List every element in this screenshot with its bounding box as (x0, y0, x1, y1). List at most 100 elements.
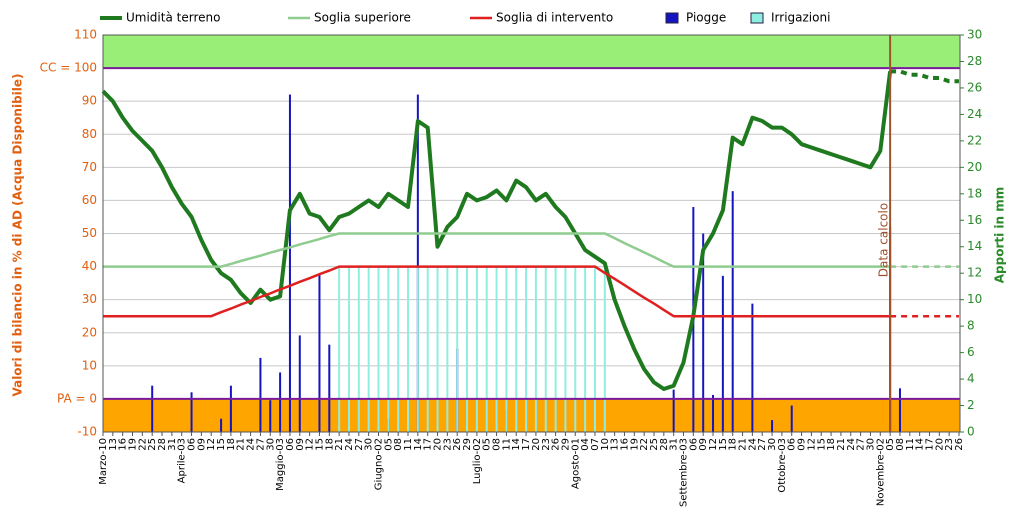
x-tick-label: 13 (108, 438, 119, 451)
bar (151, 385, 154, 432)
x-tick-label: 11 (905, 438, 916, 451)
bar (593, 266, 596, 432)
line (101, 71, 893, 391)
y2-tick-label: 12 (967, 266, 982, 280)
x-tick-label: 29 (560, 438, 571, 451)
x-tick-label: 27 (354, 438, 365, 451)
x-tick-label: 30 (865, 438, 876, 451)
x-tick-label: 24 (344, 438, 355, 451)
x-tick-label: 21 (738, 438, 749, 451)
x-tick-label: 21 (236, 438, 247, 451)
bar (357, 266, 360, 432)
bar (544, 266, 547, 432)
y-tick-label: 90 (82, 94, 97, 108)
x-tick-label: 22 (137, 438, 148, 451)
bar (515, 266, 518, 432)
x-tick-label: 30 (265, 438, 276, 451)
bar (898, 388, 901, 432)
plot-frame (102, 34, 961, 433)
x-tick-label: 14 (413, 438, 424, 451)
x-tick-label: 12 (708, 438, 719, 451)
y2-tick-label: 18 (967, 186, 982, 200)
x-tick-label: 05 (482, 438, 493, 451)
bar (751, 303, 754, 432)
annotation-text: Data calcolo (877, 203, 891, 277)
x-tick-label: 21 (836, 438, 847, 451)
x-tick-label: 27 (856, 438, 867, 451)
bar (397, 266, 400, 432)
x-tick-label: 06 (787, 438, 798, 451)
bar (603, 266, 606, 432)
x-tick-label: 16 (619, 438, 630, 451)
x-tick-label: 13 (610, 438, 621, 451)
x-tick-label: 30 (364, 438, 375, 451)
x-tick-label: 15 (718, 438, 729, 451)
y-tick-label: -10 (77, 425, 97, 439)
bar (288, 94, 291, 433)
y2-tick-label: 24 (967, 107, 982, 121)
bar (564, 266, 567, 432)
y2-tick-label: 16 (967, 213, 982, 227)
y2-axis-title: Apporti in mm (993, 187, 1007, 284)
x-tick-label: 26 (452, 438, 463, 451)
x-tick-label: 26 (551, 438, 562, 451)
line (103, 232, 891, 268)
x-tick-label: 21 (334, 438, 345, 451)
y2-tick-label: 2 (967, 398, 975, 412)
x-tick-label: 07 (590, 438, 601, 451)
y2-tick-label: 4 (967, 372, 975, 386)
legend-swatch (665, 12, 679, 24)
bar (279, 372, 282, 432)
bar (190, 392, 193, 432)
bar (574, 266, 577, 432)
x-tick-label: 19 (128, 438, 139, 451)
legend-label: Piogge (686, 11, 726, 25)
x-tick-label: 20 (531, 438, 542, 451)
x-tick-label: 18 (826, 438, 837, 451)
y2-tick-label: 26 (967, 80, 982, 94)
x-tick-label: 09 (698, 438, 709, 451)
y2-tick-label: 28 (967, 54, 982, 68)
bar (436, 266, 439, 432)
x-tick-label: 04 (580, 438, 591, 451)
bar (475, 266, 478, 432)
x-tick-label: 17 (924, 438, 935, 451)
bar (367, 266, 370, 432)
x-tick-label: 11 (501, 438, 512, 451)
x-tick-label: 18 (324, 438, 335, 451)
x-tick-label: 06 (187, 438, 198, 451)
y-tick-label: 20 (82, 325, 97, 339)
bar (702, 233, 705, 432)
x-tick-label: 12 (206, 438, 217, 451)
bar (712, 394, 715, 432)
x-tick-label: 12 (305, 438, 316, 451)
y-tick-label: 30 (82, 292, 97, 306)
x-tick-label: Novembre-02 (875, 438, 886, 506)
x-tick-label: 09 (196, 438, 207, 451)
y-tick-label: PA = 0 (57, 391, 97, 405)
x-tick-label: 26 (954, 438, 965, 451)
legend-label: Umidità terreno (126, 11, 220, 25)
y2-tick-label: 20 (967, 160, 982, 174)
bar (377, 266, 380, 432)
x-tick-label: 22 (639, 438, 650, 451)
x-tick-label: 17 (521, 438, 532, 451)
y-tick-label: 110 (74, 28, 97, 42)
line (103, 265, 891, 318)
bar (505, 266, 508, 432)
x-tick-label: 16 (118, 438, 129, 451)
x-tick-label: 10 (600, 438, 611, 451)
bar (554, 266, 557, 432)
x-tick-label: 19 (629, 438, 640, 451)
bar (318, 274, 321, 432)
legend-label: Soglia superiore (314, 11, 411, 25)
y2-tick-label: 8 (967, 319, 975, 333)
x-tick-label: Giugno-02 (373, 438, 384, 490)
y-axis-title: Valori di bilancio in % di AD (Acqua Dis… (11, 73, 25, 396)
x-tick-label: 23 (442, 438, 453, 451)
bar (298, 335, 301, 432)
y-tick-label: CC = 100 (40, 61, 97, 75)
bar (328, 344, 331, 432)
x-tick-label: 29 (462, 438, 473, 451)
x-tick-label: 17 (423, 438, 434, 451)
